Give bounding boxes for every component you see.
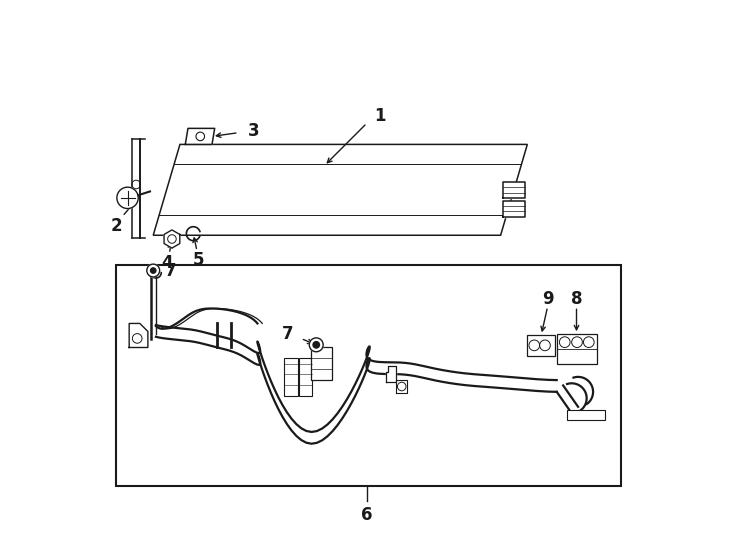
Polygon shape [129, 323, 148, 348]
Text: 1: 1 [374, 107, 386, 125]
Bar [311, 348, 333, 380]
Circle shape [147, 264, 159, 277]
Text: 3: 3 [248, 122, 260, 140]
Text: 2: 2 [111, 217, 123, 235]
Bar [556, 334, 597, 363]
Bar [527, 335, 555, 355]
Text: 4: 4 [161, 254, 172, 272]
Polygon shape [396, 380, 407, 393]
Polygon shape [504, 200, 525, 217]
Circle shape [309, 338, 323, 352]
Text: 7: 7 [282, 325, 294, 343]
Polygon shape [185, 129, 214, 144]
Circle shape [313, 342, 319, 348]
Bar [116, 265, 621, 487]
Polygon shape [504, 182, 525, 198]
Bar [284, 358, 297, 396]
Bar [567, 410, 605, 420]
Text: 6: 6 [361, 506, 373, 524]
Bar [299, 358, 313, 396]
Polygon shape [164, 230, 180, 248]
Circle shape [529, 340, 539, 350]
Circle shape [572, 337, 582, 348]
Circle shape [559, 337, 570, 348]
Polygon shape [385, 366, 396, 382]
Polygon shape [153, 144, 527, 235]
Text: 9: 9 [542, 291, 553, 308]
Circle shape [584, 337, 594, 348]
Circle shape [539, 340, 550, 350]
Text: 7: 7 [165, 261, 177, 280]
Circle shape [117, 187, 138, 208]
Text: 5: 5 [193, 252, 204, 269]
Circle shape [150, 268, 156, 273]
Text: 8: 8 [571, 291, 582, 308]
